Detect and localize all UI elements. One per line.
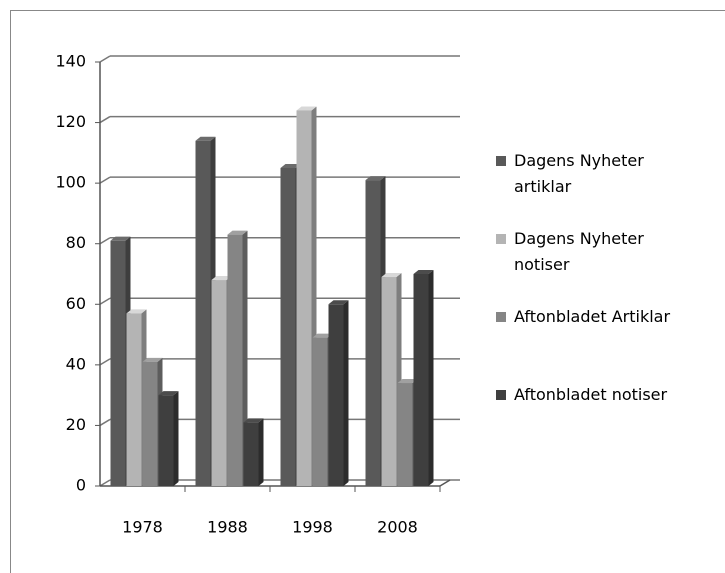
bar xyxy=(243,422,259,486)
legend-label: Dagens Nyheter notiser xyxy=(514,229,644,274)
grid-depth xyxy=(99,418,111,427)
y-tick-label: 40 xyxy=(66,354,86,373)
bar-top xyxy=(397,379,418,384)
bar xyxy=(126,313,142,486)
bar xyxy=(110,240,126,486)
legend-item: Dagens Nyheter artiklar xyxy=(496,148,711,226)
bar-top xyxy=(365,176,386,181)
x-tick-label: 1988 xyxy=(207,518,248,537)
bar xyxy=(158,395,174,486)
grid-depth xyxy=(99,176,111,184)
bar-top xyxy=(158,391,179,396)
legend-item: Aftonbladet Artiklar xyxy=(496,304,711,382)
legend-item: Dagens Nyheter notiser xyxy=(496,226,711,304)
grid-depth xyxy=(99,297,111,305)
bar-top xyxy=(381,273,402,278)
y-tick-label: 20 xyxy=(66,415,86,434)
bar xyxy=(296,110,312,486)
bar-side xyxy=(173,391,179,486)
bar-top xyxy=(110,236,131,241)
grid-depth xyxy=(99,115,111,124)
y-tick-label: 120 xyxy=(55,112,86,131)
grid-depth xyxy=(99,479,111,487)
legend-swatch xyxy=(496,156,506,166)
grid-depth xyxy=(99,237,111,245)
bar xyxy=(381,277,397,486)
bar xyxy=(312,337,328,486)
legend-label: Aftonbladet Artiklar xyxy=(514,307,671,326)
bar xyxy=(280,168,296,486)
bar-top xyxy=(296,106,317,111)
y-tick-label: 80 xyxy=(66,233,86,252)
bar-top xyxy=(227,230,248,235)
bar-top xyxy=(211,276,232,281)
y-tick-label: 0 xyxy=(76,476,86,495)
legend-item: Aftonbladet notiser xyxy=(496,382,711,460)
bar xyxy=(227,234,243,486)
grid-depth xyxy=(99,358,111,366)
bar xyxy=(328,304,344,486)
legend-label: Aftonbladet notiser xyxy=(514,385,668,404)
bar xyxy=(211,280,227,486)
bar-top xyxy=(328,300,349,305)
x-tick-label: 1978 xyxy=(122,518,163,537)
legend: Dagens Nyheter artiklar Dagens Nyheter no… xyxy=(496,148,711,460)
bar-top xyxy=(142,357,163,362)
legend-swatch xyxy=(496,312,506,322)
y-tick-label: 140 xyxy=(55,52,86,71)
x-tick-label: 2008 xyxy=(377,518,418,537)
bar xyxy=(413,274,429,486)
bar-side xyxy=(428,270,434,486)
bar xyxy=(195,140,211,486)
bar-top xyxy=(280,164,301,168)
bar xyxy=(142,361,158,486)
x-tick-label: 1998 xyxy=(292,518,333,537)
y-tick-label: 60 xyxy=(66,294,86,313)
legend-swatch xyxy=(496,234,506,244)
bar-top xyxy=(312,333,333,338)
bar-top xyxy=(126,309,147,314)
grid-depth xyxy=(99,55,111,63)
bar-side xyxy=(258,418,264,486)
legend-label: Dagens Nyheter artiklar xyxy=(514,151,644,196)
bar-top xyxy=(195,136,216,141)
bar xyxy=(365,180,381,486)
bar-top xyxy=(413,270,434,274)
bar-side xyxy=(343,300,349,486)
legend-swatch xyxy=(496,390,506,400)
floor-depth xyxy=(439,479,451,487)
frame xyxy=(10,10,725,573)
bar xyxy=(397,383,413,486)
bar-top xyxy=(243,418,264,423)
y-tick-label: 100 xyxy=(55,173,86,192)
